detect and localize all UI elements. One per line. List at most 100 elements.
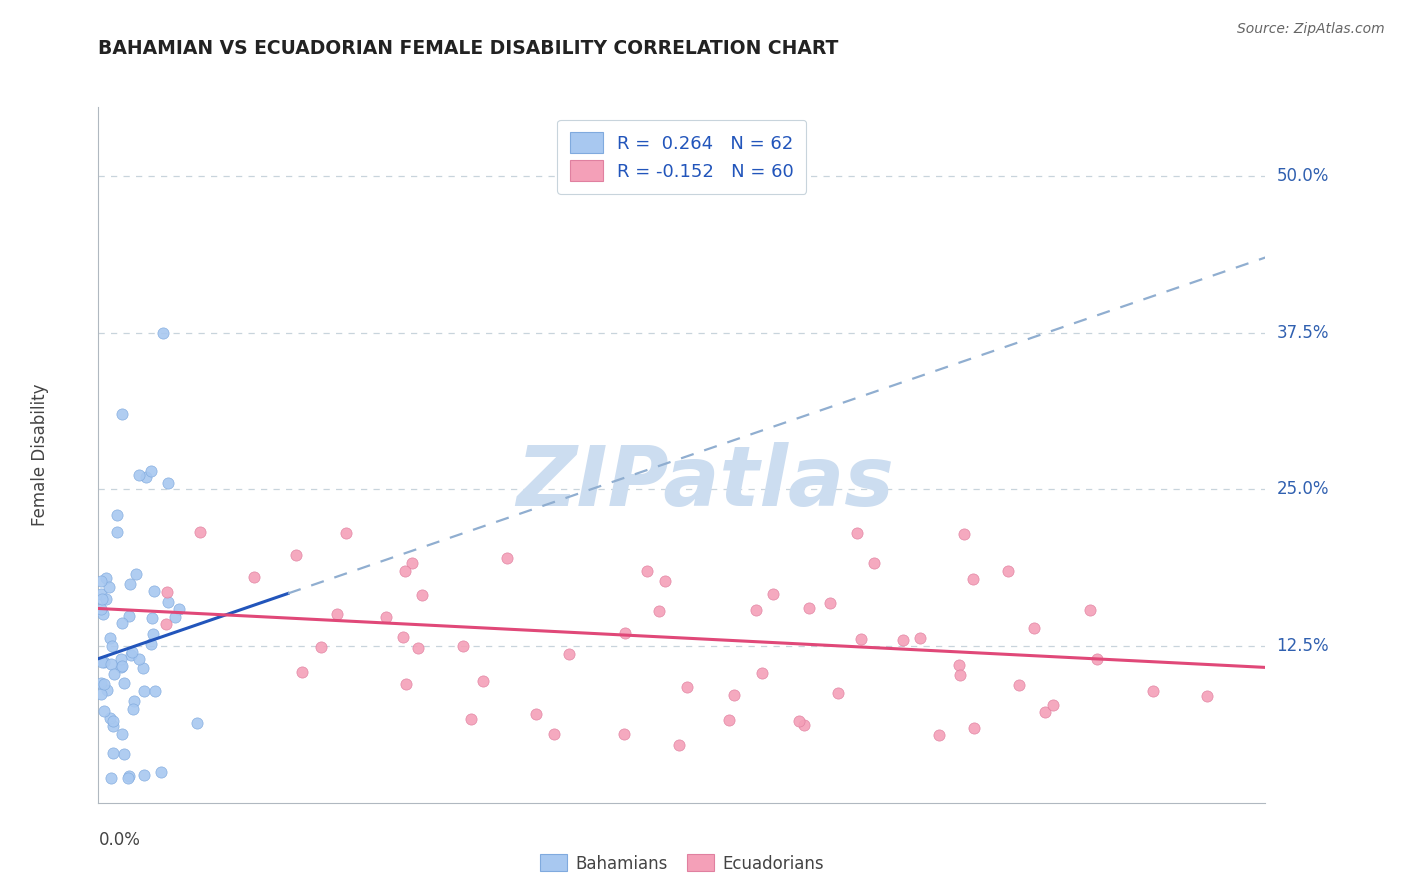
- Point: [1085, 652, 1108, 666]
- Point: [787, 714, 810, 729]
- Point: [118, 609, 141, 624]
- Point: [186, 715, 208, 730]
- Point: [100, 771, 122, 785]
- Point: [863, 556, 886, 570]
- Point: [93, 704, 115, 718]
- Point: [962, 572, 984, 586]
- Point: [124, 566, 146, 581]
- Point: [394, 564, 416, 578]
- Point: [98, 580, 121, 594]
- Point: [676, 680, 699, 694]
- Point: [614, 626, 637, 640]
- Point: [90, 601, 112, 615]
- Point: [120, 648, 142, 663]
- Text: 37.5%: 37.5%: [1277, 324, 1329, 342]
- Point: [524, 707, 547, 722]
- Point: [401, 556, 423, 570]
- Point: [98, 631, 121, 645]
- Point: [751, 666, 773, 681]
- Point: [451, 639, 474, 653]
- Point: [155, 617, 177, 632]
- Point: [374, 610, 396, 624]
- Text: 0.0%: 0.0%: [98, 830, 141, 848]
- Point: [460, 712, 482, 726]
- Point: [112, 676, 135, 690]
- Point: [1042, 698, 1064, 712]
- Text: 12.5%: 12.5%: [1277, 637, 1329, 655]
- Point: [118, 577, 141, 591]
- Point: [949, 668, 972, 682]
- Point: [94, 592, 117, 607]
- Point: [962, 721, 984, 735]
- Point: [285, 548, 308, 562]
- Point: [103, 718, 125, 732]
- Point: [167, 602, 190, 616]
- Point: [309, 640, 332, 654]
- Point: [1195, 690, 1218, 704]
- Point: [471, 673, 494, 688]
- Point: [128, 652, 150, 666]
- Legend: Bahamians, Ecuadorians: Bahamians, Ecuadorians: [533, 847, 831, 880]
- Point: [105, 524, 128, 539]
- Point: [132, 661, 155, 675]
- Point: [134, 684, 156, 698]
- Text: Source: ZipAtlas.com: Source: ZipAtlas.com: [1237, 22, 1385, 37]
- Point: [745, 603, 768, 617]
- Point: [165, 610, 187, 624]
- Point: [326, 607, 349, 621]
- Point: [1008, 678, 1031, 692]
- Point: [90, 675, 112, 690]
- Point: [90, 592, 112, 607]
- Point: [122, 702, 145, 716]
- Point: [411, 588, 433, 602]
- Point: [1022, 621, 1045, 635]
- Point: [928, 728, 950, 742]
- Point: [849, 632, 872, 646]
- Point: [242, 570, 264, 584]
- Text: 50.0%: 50.0%: [1277, 167, 1329, 185]
- Point: [997, 564, 1019, 578]
- Point: [953, 527, 976, 541]
- Point: [910, 631, 932, 645]
- Point: [118, 769, 141, 783]
- Point: [91, 655, 114, 669]
- Point: [156, 595, 179, 609]
- Point: [846, 526, 869, 541]
- Point: [111, 407, 134, 421]
- Point: [103, 666, 125, 681]
- Point: [797, 601, 820, 615]
- Legend: R =  0.264   N = 62, R = -0.152   N = 60: R = 0.264 N = 62, R = -0.152 N = 60: [557, 120, 807, 194]
- Text: 25.0%: 25.0%: [1277, 481, 1329, 499]
- Point: [156, 584, 179, 599]
- Point: [818, 596, 841, 610]
- Point: [93, 655, 115, 669]
- Text: BAHAMIAN VS ECUADORIAN FEMALE DISABILITY CORRELATION CHART: BAHAMIAN VS ECUADORIAN FEMALE DISABILITY…: [98, 39, 839, 58]
- Point: [110, 660, 132, 674]
- Point: [948, 658, 970, 673]
- Point: [101, 746, 124, 760]
- Point: [94, 571, 117, 585]
- Point: [718, 713, 741, 727]
- Point: [152, 326, 174, 340]
- Point: [188, 524, 211, 539]
- Point: [117, 771, 139, 785]
- Point: [157, 476, 180, 491]
- Point: [135, 470, 157, 484]
- Point: [143, 684, 166, 698]
- Text: Female Disability: Female Disability: [31, 384, 49, 526]
- Point: [391, 630, 413, 644]
- Point: [111, 616, 134, 631]
- Point: [335, 526, 357, 541]
- Point: [793, 718, 815, 732]
- Point: [1142, 683, 1164, 698]
- Point: [149, 764, 172, 779]
- Point: [101, 714, 124, 729]
- Point: [557, 648, 579, 662]
- Point: [110, 659, 132, 673]
- Point: [142, 583, 165, 598]
- Point: [139, 464, 162, 478]
- Point: [112, 747, 135, 761]
- Point: [668, 738, 690, 752]
- Point: [1078, 603, 1101, 617]
- Point: [142, 626, 165, 640]
